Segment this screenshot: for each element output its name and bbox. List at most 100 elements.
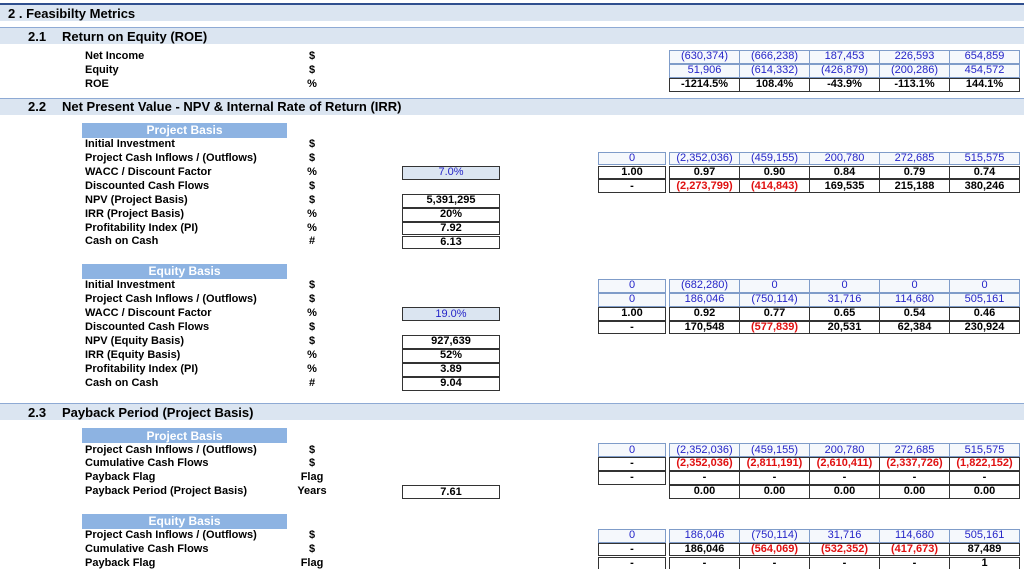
data-cell: -113.1%: [879, 77, 950, 92]
data-cell: 0.74: [949, 165, 1020, 180]
data-cell: 200,780: [809, 151, 880, 166]
data-cell: (564,069): [739, 542, 810, 557]
value-box: 20%: [402, 207, 500, 222]
data-cell: -: [879, 470, 950, 485]
row-label: Cumulative Cash Flows: [85, 457, 209, 470]
data-cell: 186,046: [669, 542, 740, 557]
basis-heading: Equity Basis: [82, 513, 287, 529]
row-label: Profitability Index (PI): [85, 362, 199, 375]
data-cell: 1: [949, 556, 1020, 569]
data-cell: -: [809, 470, 880, 485]
data-cell: -: [739, 556, 810, 569]
data-cell: (750,114): [739, 528, 810, 543]
row-label: Cash on Cash: [85, 376, 159, 389]
value-box: 927,639: [402, 335, 500, 349]
row-unit: $: [308, 138, 316, 151]
data-cell: -: [879, 556, 950, 569]
lead-cell: -: [598, 470, 666, 485]
row-unit: $: [308, 152, 316, 165]
lead-cell: 0: [598, 292, 666, 307]
data-cell: (2,337,726): [879, 457, 950, 471]
data-cell: -: [739, 470, 810, 485]
data-cell: -: [669, 556, 740, 569]
row-unit: Flag: [300, 471, 324, 484]
lead-cell: 0: [598, 278, 666, 293]
section-number: 2.2: [28, 99, 47, 115]
section-number: 2.3: [28, 404, 47, 420]
data-cell: 0.00: [879, 484, 950, 499]
data-cell: 0.90: [739, 165, 810, 180]
data-cell: -1214.5%: [669, 77, 740, 92]
data-cell: 0.79: [879, 165, 950, 180]
section-header: [0, 27, 1024, 44]
data-cell: 0: [949, 278, 1020, 293]
data-cell: 0.84: [809, 165, 880, 180]
row-unit: $: [308, 50, 316, 63]
data-cell: 169,535: [809, 179, 880, 194]
data-cell: 272,685: [879, 443, 950, 457]
row-label: Payback Flag: [85, 556, 156, 569]
row-unit: $: [308, 443, 316, 456]
value-box: 5,391,295: [402, 193, 500, 208]
lead-cell: 1.00: [598, 306, 666, 321]
data-cell: 0: [739, 278, 810, 293]
row-label: NPV (Equity Basis): [85, 334, 185, 347]
data-cell: (532,352): [809, 542, 880, 557]
row-unit: %: [307, 348, 317, 361]
data-cell: 186,046: [669, 528, 740, 543]
row-label: Discounted Cash Flows: [85, 179, 210, 192]
data-cell: 505,161: [949, 292, 1020, 307]
data-cell: 170,548: [669, 320, 740, 335]
row-unit: $: [308, 64, 316, 77]
data-cell: (577,839): [739, 320, 810, 335]
lead-cell: -: [598, 320, 666, 335]
row-unit: %: [307, 165, 317, 178]
data-cell: -: [669, 470, 740, 485]
lead-cell: 0: [598, 151, 666, 166]
row-label: IRR (Equity Basis): [85, 348, 181, 361]
basis-heading: Project Basis: [82, 122, 287, 138]
data-cell: (2,352,036): [669, 151, 740, 166]
section-header: [0, 97, 1024, 115]
row-label: ROE: [85, 78, 109, 91]
value-box: 52%: [402, 348, 500, 363]
section-title: Return on Equity (ROE): [62, 28, 208, 44]
row-unit: Years: [297, 485, 327, 498]
data-cell: -: [949, 470, 1020, 485]
value-box: 7.92: [402, 221, 500, 236]
data-cell: 51,906: [669, 63, 740, 78]
data-cell: (459,155): [739, 443, 810, 457]
row-label: IRR (Project Basis): [85, 207, 185, 220]
data-cell: 200,780: [809, 443, 880, 457]
row-label: Project Cash Inflows / (Outflows): [85, 443, 257, 456]
data-cell: 187,453: [809, 50, 880, 64]
row-label: Project Cash Inflows / (Outflows): [85, 152, 257, 165]
row-unit: $: [308, 279, 316, 292]
data-cell: 0.97: [669, 165, 740, 180]
row-unit: $: [308, 193, 316, 206]
data-cell: 0.92: [669, 306, 740, 321]
row-label: Initial Investment: [85, 279, 175, 292]
data-cell: (2,273,799): [669, 179, 740, 194]
data-cell: 108.4%: [739, 77, 810, 92]
data-cell: 144.1%: [949, 77, 1020, 92]
row-unit: $: [308, 543, 316, 556]
data-cell: 505,161: [949, 528, 1020, 543]
data-cell: (2,352,036): [669, 457, 740, 471]
row-unit: %: [307, 78, 317, 91]
data-cell: 0: [809, 278, 880, 293]
row-label: WACC / Discount Factor: [85, 307, 212, 320]
data-cell: (414,843): [739, 179, 810, 194]
row-label: Payback Period (Project Basis): [85, 485, 248, 498]
data-cell: 31,716: [809, 528, 880, 543]
row-label: Project Cash Inflows / (Outflows): [85, 293, 257, 306]
data-cell: 215,188: [879, 179, 950, 194]
lead-cell: -: [598, 542, 666, 557]
row-label: Net Income: [85, 50, 145, 63]
data-cell: 0.00: [669, 484, 740, 499]
data-cell: 454,572: [949, 63, 1020, 78]
row-label: Initial Investment: [85, 138, 175, 151]
row-label: Discounted Cash Flows: [85, 321, 210, 334]
row-unit: $: [308, 293, 316, 306]
